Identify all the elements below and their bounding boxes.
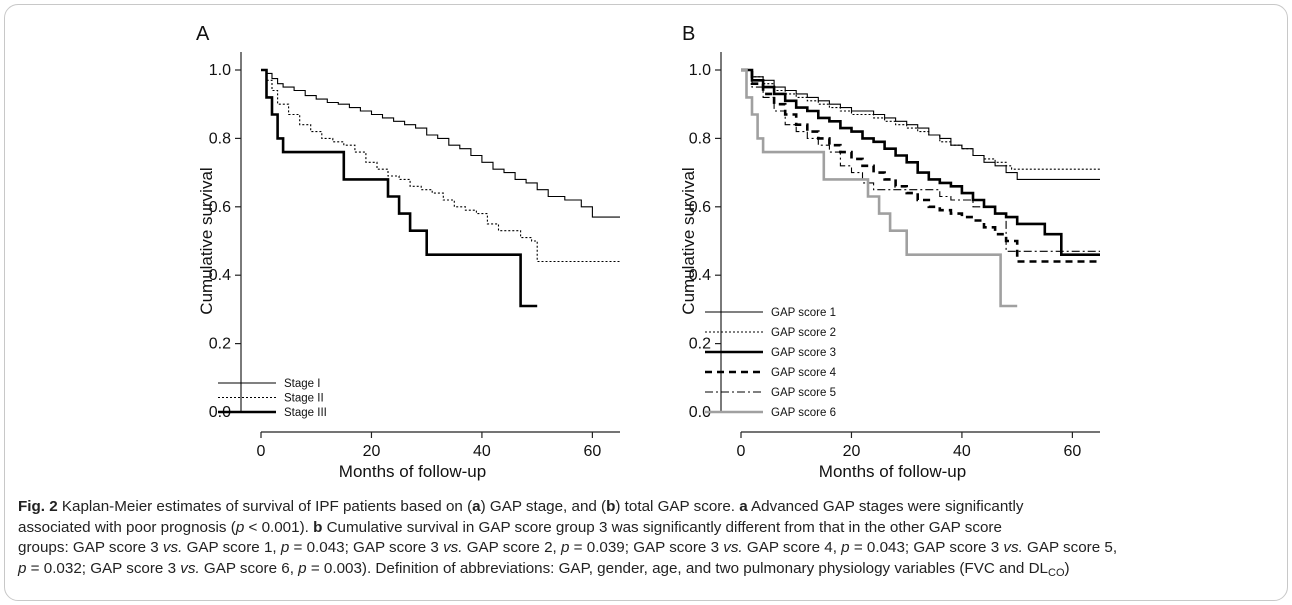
caption-p: p (841, 539, 850, 556)
caption-p: p (560, 539, 570, 556)
y-axis-title: Cumulative survival (679, 167, 698, 314)
caption-ref-a: a (472, 498, 481, 515)
series-line-6 (741, 68, 1018, 308)
legend-label: GAP score 4 (771, 367, 837, 379)
figure-caption: Fig. 2 Kaplan-Meier estimates of surviva… (18, 497, 1280, 579)
caption-text: Kaplan-Meier estimates of survival of IP… (57, 498, 473, 515)
caption-vs: vs. (162, 539, 183, 556)
caption-subscript: CO (1048, 566, 1065, 579)
y-tick-label: 0.6 (209, 199, 231, 216)
series-line-5 (741, 69, 1100, 252)
x-axis-title: Months of follow-up (339, 462, 486, 481)
caption-p: p (235, 518, 245, 536)
kaplan-meier-figure: A 0.0 0.2 0.4 0.6 0.8 1.0 0 20 40 60 Months of foll… (196, 23, 1100, 481)
x-tick-label: 0 (737, 443, 746, 460)
caption-vs: vs. (443, 539, 463, 556)
x-axis-title: Months of follow-up (819, 462, 966, 481)
caption-text: < 0.001). (244, 518, 314, 536)
caption-text: = 0.032; GAP score 3 (26, 559, 181, 577)
series-line-3 (261, 68, 538, 308)
caption-vs: vs. (1003, 539, 1023, 556)
y-tick-label: 1.0 (209, 62, 231, 79)
caption-text: = 0.043; GAP score 3 (849, 539, 1004, 556)
y-tick-label: 0.4 (209, 267, 231, 284)
x-tick-label: 60 (1063, 443, 1081, 460)
legend-label: Stage III (284, 407, 327, 419)
caption-text: = 0.039; GAP score 3 (569, 539, 724, 556)
caption-text: GAP score 5, (1022, 539, 1118, 556)
series-line-1 (261, 69, 620, 218)
panel-letter: A (196, 23, 210, 45)
caption-text: ) (1064, 559, 1070, 577)
caption-fig-label: Fig. 2 (18, 498, 58, 515)
caption-text: GAP score 2, (462, 539, 561, 556)
chart-panel-b: B 0.0 0.2 0.4 0.6 0.8 1.0 0 20 40 60 Months of foll… (679, 23, 1100, 481)
x-tick-label: 40 (953, 443, 971, 460)
legend-label: GAP score 1 (771, 307, 836, 319)
series-line-2 (261, 69, 620, 263)
y-tick-label: 0.2 (209, 336, 231, 353)
caption-vs: vs. (723, 539, 743, 556)
legend-label: GAP score 3 (771, 347, 836, 359)
x-tick-label: 20 (363, 443, 381, 460)
caption-ref-b: b (313, 518, 323, 536)
y-tick-label: 0.0 (689, 404, 711, 421)
series-line-2 (741, 69, 1100, 170)
caption-text: Advanced GAP stages were significantly (747, 498, 1024, 515)
x-tick-label: 20 (843, 443, 861, 460)
caption-vs: vs. (180, 559, 200, 577)
legend-label: Stage II (284, 393, 324, 405)
legend-label: GAP score 5 (771, 387, 836, 399)
legend-label: Stage I (284, 378, 320, 390)
caption-ref-a: a (739, 498, 748, 515)
caption-text: GAP score 1, (182, 539, 281, 556)
series-line-4 (741, 68, 1100, 263)
y-tick-label: 0.6 (689, 199, 711, 216)
caption-text: Cumulative survival in GAP score group 3… (322, 518, 1002, 536)
y-tick-label: 1.0 (689, 62, 711, 79)
figure-frame (4, 4, 1288, 601)
caption-text: = 0.003). Definition of abbreviations: G… (306, 559, 1048, 577)
caption-text: ) GAP stage, and ( (480, 498, 607, 515)
legend-label: GAP score 2 (771, 327, 836, 339)
caption-text: associated with poor prognosis ( (18, 518, 236, 536)
caption-text: = 0.043; GAP score 3 (289, 539, 444, 556)
caption-p: p (280, 539, 290, 556)
y-tick-label: 0.8 (689, 130, 711, 147)
x-tick-label: 60 (583, 443, 601, 460)
y-tick-label: 0.8 (209, 130, 231, 147)
x-tick-label: 40 (473, 443, 491, 460)
caption-text: ) total GAP score. (615, 498, 740, 515)
caption-text: GAP score 6, (199, 559, 299, 577)
y-tick-label: 0.4 (689, 267, 711, 284)
caption-ref-b: b (606, 498, 616, 515)
caption-p: p (298, 559, 307, 577)
series-line-3 (741, 68, 1100, 256)
y-tick-label: 0.2 (689, 336, 711, 353)
panel-letter: B (682, 23, 695, 45)
caption-text: GAP score 4, (742, 539, 842, 556)
x-tick-label: 0 (257, 443, 266, 460)
y-axis-title: Cumulative survival (197, 167, 216, 314)
legend-label: GAP score 6 (771, 407, 836, 419)
caption-text: groups: GAP score 3 (18, 539, 163, 556)
caption-p: p (18, 559, 27, 577)
